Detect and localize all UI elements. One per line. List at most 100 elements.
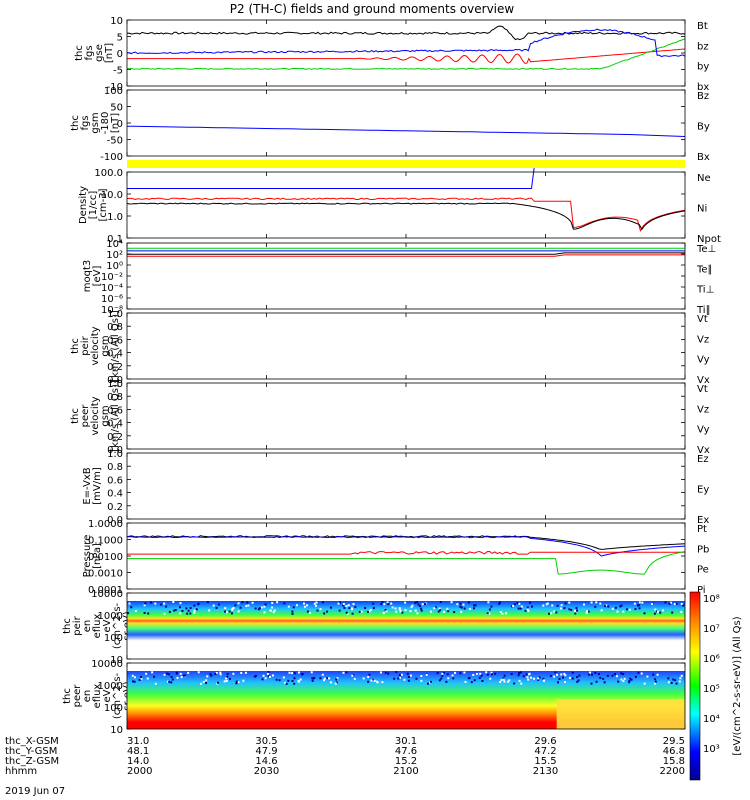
spec-speckle bbox=[199, 682, 202, 685]
spec-speckle bbox=[526, 606, 529, 609]
spec-speckle bbox=[179, 672, 182, 675]
spec-speckle bbox=[656, 673, 659, 676]
spec-speckle bbox=[447, 677, 450, 680]
spec-speckle bbox=[189, 612, 192, 615]
spec-speckle bbox=[245, 604, 248, 607]
ylabel-line: [nT] bbox=[104, 43, 115, 63]
spec-speckle bbox=[628, 608, 631, 611]
footer-value: 15.5 bbox=[534, 756, 556, 767]
spec-speckle bbox=[241, 601, 244, 604]
panel-peir_vel-ylabel: thc peir velocity gsm [km/s (All Qs)] bbox=[70, 310, 121, 382]
spec-speckle bbox=[654, 682, 657, 685]
spec-speckle bbox=[586, 610, 589, 613]
spec-speckle bbox=[460, 610, 463, 613]
spec-speckle bbox=[641, 601, 644, 604]
ylabel-line: [nPa] bbox=[92, 543, 103, 569]
spec-speckle bbox=[411, 604, 414, 607]
spec-speckle bbox=[637, 604, 640, 607]
spec-speckle bbox=[436, 672, 439, 675]
spec-speckle bbox=[597, 672, 600, 675]
spec-speckle bbox=[554, 671, 557, 674]
spec-speckle bbox=[228, 677, 231, 680]
spec-speckle bbox=[527, 673, 530, 676]
legend-entry: bx bbox=[697, 82, 709, 93]
footer-row-label: thc_X-GSM bbox=[5, 736, 59, 747]
spec-speckle bbox=[316, 609, 319, 612]
spec-speckle bbox=[353, 677, 356, 680]
ylabel-line: eflux bbox=[92, 614, 103, 639]
panel-pressure: Pressure [nPa] 1.0000 0.1000 0.0100 0.0010 0.0… bbox=[82, 519, 709, 596]
ylabel-line: (cm^2-s- bbox=[112, 672, 123, 719]
spec-speckle bbox=[193, 611, 196, 614]
spec-speckle bbox=[564, 674, 567, 677]
spec-speckle bbox=[633, 602, 636, 605]
spec-speckle bbox=[462, 603, 465, 606]
ylabel-line: [mV/m] bbox=[92, 467, 103, 505]
y-tick-label: -50 bbox=[107, 136, 123, 147]
spec-speckle bbox=[145, 672, 148, 675]
spec-speckle bbox=[143, 611, 146, 614]
spec-speckle bbox=[354, 606, 357, 609]
spec-speckle bbox=[328, 677, 331, 680]
spec-speckle bbox=[219, 673, 222, 676]
spec-speckle bbox=[306, 604, 309, 607]
y-tick-label: 0.1 bbox=[107, 234, 123, 245]
ylabel-line: peer bbox=[80, 404, 91, 428]
ylabel-line: thc bbox=[74, 45, 85, 61]
spec-speckle bbox=[271, 602, 274, 605]
spec-speckle bbox=[367, 680, 370, 683]
ylabel-line: Pressure bbox=[82, 535, 93, 578]
spec-speckle bbox=[376, 681, 379, 684]
spec-speckle bbox=[283, 602, 286, 605]
y-tick-label: 0.0 bbox=[107, 515, 123, 526]
spec-speckle bbox=[310, 671, 313, 674]
spec-speckle bbox=[505, 612, 508, 615]
spec-speckle bbox=[575, 606, 578, 609]
ylabel-line: peer bbox=[72, 684, 83, 708]
spec-speckle bbox=[306, 610, 309, 613]
spec-speckle bbox=[345, 671, 348, 674]
spec-speckle bbox=[416, 612, 419, 615]
spec-speckle bbox=[232, 606, 235, 609]
spec-speckle bbox=[489, 677, 492, 680]
legend-entry: Pi bbox=[697, 585, 706, 596]
spec-speckle bbox=[499, 611, 502, 614]
spec-speckle bbox=[387, 603, 390, 606]
spec-speckle bbox=[251, 601, 254, 604]
ylabel-line: [km/s (All Qs)] bbox=[110, 380, 121, 452]
spec-speckle bbox=[473, 679, 476, 682]
spec-speckle bbox=[163, 602, 166, 605]
ylabel-line: [1/cc] bbox=[88, 191, 99, 220]
y-tick-label: 0.2 bbox=[107, 362, 123, 373]
spec-speckle bbox=[518, 602, 521, 605]
spec-speckle bbox=[153, 675, 156, 678]
spec-speckle bbox=[620, 604, 623, 607]
spec-speckle bbox=[560, 673, 563, 676]
spec-speckle bbox=[500, 679, 503, 682]
y-tick-label: 0.0 bbox=[107, 445, 123, 456]
spec-speckle bbox=[404, 609, 407, 612]
spec-speckle bbox=[329, 681, 332, 684]
spec-speckle bbox=[168, 610, 171, 613]
spec-speckle bbox=[517, 607, 520, 610]
panel-frame bbox=[126, 312, 686, 380]
spec-speckle bbox=[463, 671, 466, 674]
spec-speckle bbox=[646, 675, 649, 678]
colorbar-tick-label: 10⁵ bbox=[703, 684, 720, 695]
spec-speckle bbox=[474, 604, 477, 607]
spec-speckle bbox=[556, 604, 559, 607]
ylabel-line: eV bbox=[102, 689, 113, 702]
spec-speckle bbox=[323, 677, 326, 680]
spec-speckle bbox=[133, 680, 136, 683]
spec-speckle bbox=[326, 677, 329, 680]
spec-speckle bbox=[390, 602, 393, 605]
spec-speckle bbox=[537, 678, 540, 681]
spec-speckle bbox=[440, 677, 443, 680]
yellow-bar bbox=[127, 160, 685, 168]
legend-entry: By bbox=[697, 122, 710, 133]
spec-speckle bbox=[368, 610, 371, 613]
spec-speckle bbox=[559, 607, 562, 610]
spec-speckle bbox=[232, 672, 235, 675]
spec-speckle bbox=[230, 612, 233, 615]
